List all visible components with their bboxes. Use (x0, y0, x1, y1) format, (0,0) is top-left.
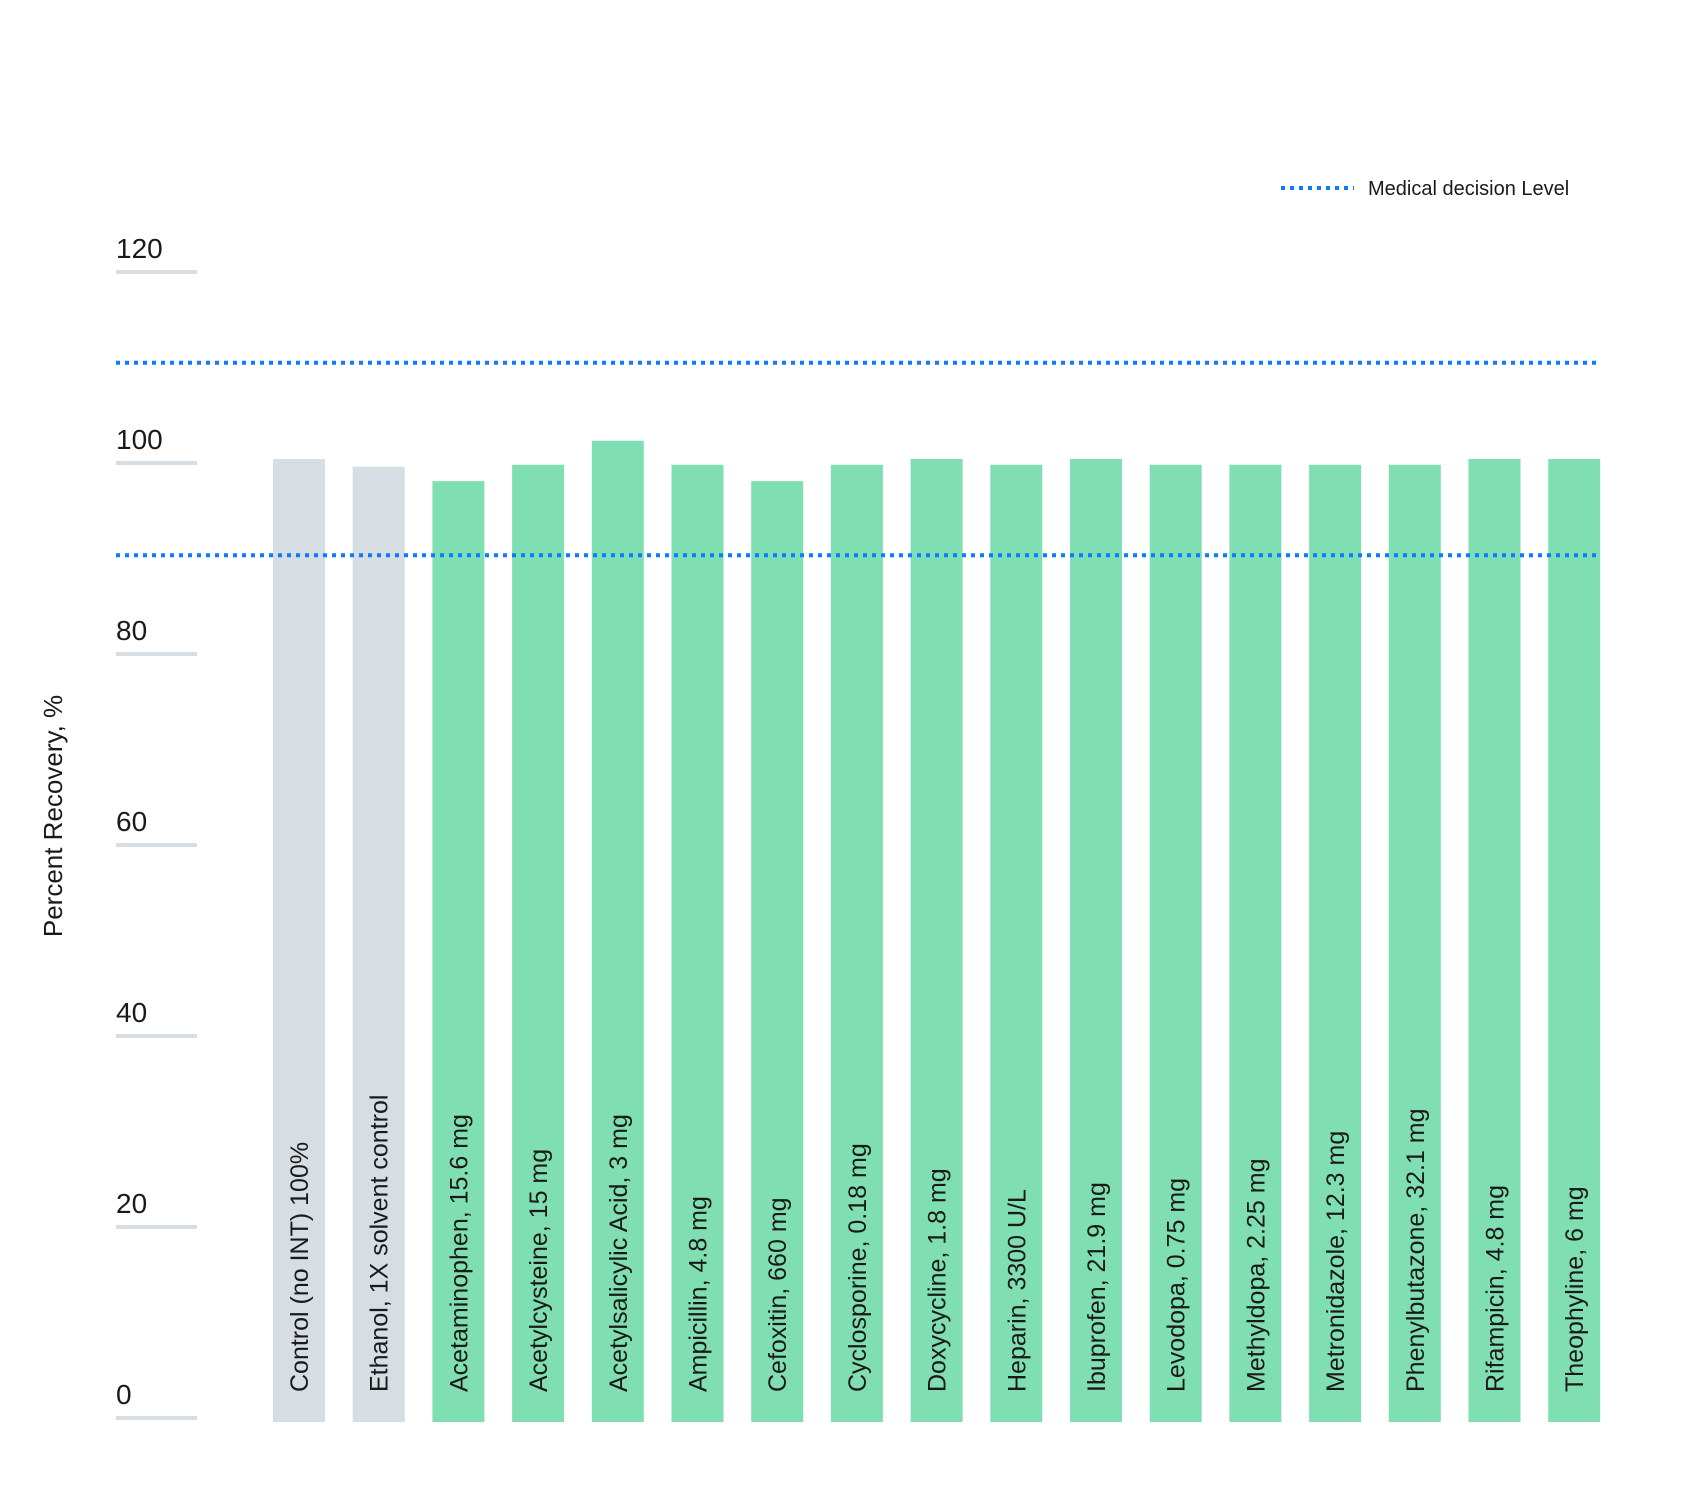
bar (1229, 464, 1282, 1422)
bar-category-label: Cefoxitin, 660 mg (764, 1197, 792, 1392)
y-axis-label: Percent Recovery, % (38, 695, 68, 937)
bar (671, 464, 724, 1422)
bar-category-label: Ibuprofen, 21.9 mg (1083, 1182, 1111, 1392)
y-tick-mark (116, 652, 197, 656)
bar (990, 464, 1043, 1422)
y-tick-label: 40 (116, 997, 147, 1028)
bar (273, 459, 325, 1422)
bar (1070, 459, 1122, 1422)
y-tick-label: 0 (116, 1379, 132, 1410)
y-tick-mark (116, 1416, 197, 1420)
bar (1149, 464, 1202, 1422)
bar-category-label: Acetylcysteine, 15 mg (525, 1149, 553, 1392)
bar (910, 459, 963, 1422)
y-tick-mark (116, 461, 197, 465)
legend: Medical decision Level (1281, 178, 1569, 200)
legend-label: Medical decision Level (1368, 178, 1569, 200)
bar (1548, 459, 1601, 1422)
y-tick-label: 60 (116, 806, 147, 837)
y-tick-label: 80 (116, 615, 147, 646)
bar (1468, 459, 1521, 1422)
bar-category-label: Phenylbutazone, 32.1 mg (1402, 1108, 1430, 1392)
y-tick-label: 120 (116, 233, 163, 264)
bar (1309, 464, 1362, 1422)
bar (432, 481, 485, 1422)
bar (751, 481, 804, 1422)
bar (591, 440, 644, 1422)
y-tick-mark (116, 843, 197, 847)
bar-category-label: Heparin, 3300 U/L (1003, 1189, 1031, 1392)
bar-category-label: Levodopa, 0.75 mg (1163, 1178, 1191, 1392)
bar-category-label: Rifampicin, 4.8 mg (1482, 1185, 1510, 1392)
bar-category-label: Metronidazole, 12.3 mg (1322, 1131, 1350, 1392)
bar-category-label: Methyldopa, 2.25 mg (1242, 1159, 1270, 1392)
bar-category-label: Acetaminophen, 15.6 mg (445, 1114, 473, 1392)
bar-category-label: Control (no INT) 100% (286, 1142, 314, 1392)
y-tick-label: 100 (116, 424, 163, 455)
bar-category-label: Cyclosporine, 0.18 mg (844, 1143, 872, 1392)
y-tick-label: 20 (116, 1188, 147, 1219)
bar (352, 466, 405, 1423)
bar-category-label: Ethanol, 1X solvent control (366, 1095, 394, 1392)
bar-category-label: Ampicillin, 4.8 mg (685, 1196, 713, 1392)
bar-category-label: Theophyline, 6 mg (1561, 1186, 1589, 1392)
y-tick-mark (116, 1034, 197, 1038)
y-tick-mark (116, 1225, 197, 1229)
bar (512, 464, 565, 1422)
bar (1388, 464, 1441, 1422)
bar-category-label: Acetylsalicylic Acid, 3 mg (605, 1114, 633, 1392)
y-tick-mark (116, 270, 197, 274)
bar (830, 464, 883, 1422)
bar-category-label: Doxycycline, 1.8 mg (924, 1168, 952, 1392)
